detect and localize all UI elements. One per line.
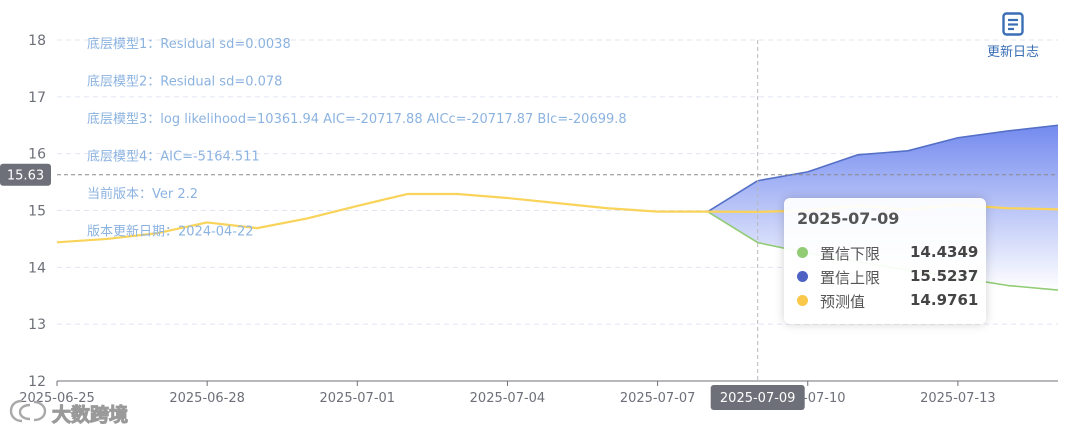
legend-dot-forecast <box>797 295 808 306</box>
x-tick-label: 2025-06-28 <box>169 391 245 406</box>
update-log-button[interactable]: 更新日志 <box>978 10 1048 60</box>
tooltip-value-forecast: 14.9761 <box>910 291 979 309</box>
crosshair: 15.63 2025-07-09 <box>0 40 1058 410</box>
y-tick-label: 13 <box>28 317 46 333</box>
tooltip-name-upper: 置信上限 <box>820 269 881 287</box>
legend-dot-lower <box>797 247 808 258</box>
crosshair-y-label: 15.63 <box>7 169 44 184</box>
y-tick-label: 17 <box>28 90 46 106</box>
model-annotation: 底层模型4：AIC=-5164.511 <box>87 149 260 165</box>
y-tick-label: 18 <box>28 33 46 49</box>
y-tick-label: 15 <box>28 204 46 220</box>
x-tick-label: 2025-07-01 <box>320 391 396 406</box>
tooltip-row-upper: 置信上限 15.5237 <box>797 267 979 287</box>
tooltip-name-forecast: 预测值 <box>820 293 866 311</box>
watermark-logo-icon <box>9 399 47 423</box>
model-annotation: 底层模型2：Residual sd=0.078 <box>87 74 282 90</box>
tooltip-name-lower: 置信下限 <box>820 245 881 263</box>
data-tooltip: 2025-07-09 置信下限 14.4349 置信上限 15.5237 预测值… <box>784 198 986 324</box>
crosshair-x-badge <box>710 385 805 410</box>
x-tick-label: 2025-07-07 <box>620 391 696 406</box>
series-line-1 <box>707 124 1059 213</box>
crosshair-y-badge <box>0 163 51 186</box>
grid-lines <box>57 39 1058 325</box>
model-annotation: 当前版本：Ver 2.2 <box>87 186 198 202</box>
model-annotations: 底层模型1：Residual sd=0.0038 底层模型2：Residual s… <box>87 36 627 240</box>
y-tick-label: 14 <box>28 260 46 276</box>
model-annotation: 底层模型1：Residual sd=0.0038 <box>87 36 291 52</box>
tooltip-value-lower: 14.4349 <box>910 243 979 261</box>
model-annotation: 版本更新日期：2024-04-22 <box>87 224 254 240</box>
tooltip-row-forecast: 预测值 14.9761 <box>797 291 979 311</box>
y-tick-label: 16 <box>28 147 46 163</box>
watermark: 大数跨境 <box>8 398 129 427</box>
x-tick-label: 2025-07-04 <box>470 391 546 406</box>
tooltip-date: 2025-07-09 <box>797 209 900 228</box>
update-log-label: 更新日志 <box>986 45 1039 60</box>
tooltip-row-lower: 置信下限 14.4349 <box>797 243 979 263</box>
x-tick-label: 2025-07-13 <box>920 391 996 406</box>
document-icon <box>1002 12 1024 40</box>
model-annotation: 底层模型3：log likelihood=10361.94 AIC=-20717… <box>87 111 627 127</box>
legend-dot-upper <box>797 271 808 282</box>
tooltip-value-upper: 15.5237 <box>910 267 979 285</box>
watermark-text: 大数跨境 <box>51 404 129 427</box>
crosshair-x-label: 2025-07-09 <box>720 391 796 406</box>
y-tick-label: 12 <box>28 374 46 390</box>
